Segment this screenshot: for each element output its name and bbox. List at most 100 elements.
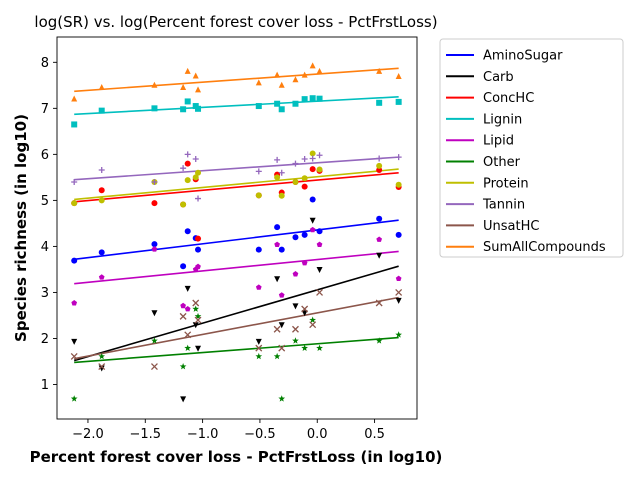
- series-tannin: [71, 151, 402, 202]
- data-point: [395, 98, 402, 105]
- data-point: [301, 310, 308, 317]
- series-other: [70, 305, 402, 402]
- data-point: [316, 152, 323, 159]
- data-point: [278, 395, 286, 402]
- data-point: [376, 167, 383, 174]
- data-point: [192, 305, 200, 312]
- data-point: [273, 352, 281, 360]
- data-point: [98, 352, 106, 360]
- data-point: [192, 299, 200, 307]
- data-point: [98, 187, 105, 194]
- plot-area: [56, 36, 418, 420]
- data-point: [274, 241, 280, 247]
- data-point: [255, 246, 262, 253]
- data-point: [180, 84, 187, 91]
- data-point: [292, 160, 299, 167]
- data-point: [395, 154, 402, 161]
- data-point: [301, 259, 308, 266]
- data-point: [98, 249, 105, 256]
- data-point: [71, 257, 78, 264]
- series-aminosugar: [71, 196, 402, 270]
- data-point: [255, 338, 262, 345]
- data-point: [151, 246, 158, 252]
- data-point: [184, 160, 191, 167]
- y-axis: 1 2 3 4 5 6 7 8: [41, 56, 57, 393]
- fit-line-sumallcompounds: [74, 67, 399, 93]
- data-point: [309, 95, 316, 102]
- data-point: [151, 310, 158, 317]
- data-point: [309, 316, 316, 323]
- data-point: [395, 288, 403, 296]
- fit-line-lignin: [74, 96, 399, 116]
- data-point: [194, 312, 202, 320]
- data-point: [278, 322, 285, 329]
- data-point: [151, 200, 158, 207]
- legend-label: Tannin: [482, 198, 525, 213]
- data-point: [184, 98, 191, 105]
- fit-line-aminosugar: [74, 219, 399, 261]
- data-point: [98, 274, 105, 280]
- y-tick-label: 2: [41, 332, 49, 347]
- data-point: [70, 352, 78, 360]
- data-point: [376, 252, 383, 259]
- data-point: [274, 156, 281, 163]
- series-carb: [71, 217, 402, 403]
- x-axis-title: Percent forest cover loss - PctFrstLoss …: [30, 448, 443, 466]
- data-point: [71, 178, 78, 185]
- data-point: [292, 271, 299, 277]
- data-point: [309, 196, 316, 203]
- data-point: [395, 331, 402, 338]
- legend-label: Other: [483, 155, 521, 170]
- legend-label: UnsatHC: [483, 219, 539, 234]
- data-point: [309, 226, 316, 233]
- data-point: [292, 303, 299, 310]
- legend-label: Lignin: [483, 112, 522, 127]
- data-point: [71, 95, 78, 102]
- data-point: [150, 363, 158, 370]
- data-point: [395, 231, 402, 238]
- data-point: [180, 396, 187, 403]
- data-point: [301, 175, 308, 182]
- data-point: [278, 292, 285, 298]
- x-tick-label: −0.5: [244, 427, 276, 442]
- data-point: [316, 95, 323, 102]
- series-unsathc: [70, 288, 403, 370]
- data-point: [273, 325, 281, 333]
- data-point: [180, 165, 187, 172]
- data-point: [292, 234, 299, 241]
- data-point: [375, 337, 383, 344]
- data-point: [395, 297, 402, 304]
- data-point: [184, 331, 192, 339]
- data-point: [301, 305, 309, 313]
- data-point: [151, 81, 158, 88]
- data-point: [195, 235, 202, 242]
- data-point: [376, 99, 383, 106]
- data-point: [195, 169, 202, 176]
- fit-line-protein: [74, 168, 399, 201]
- series-lipid: [71, 226, 402, 312]
- data-point: [184, 228, 191, 235]
- y-tick-label: 3: [41, 286, 49, 301]
- data-point: [316, 166, 323, 173]
- data-point: [184, 285, 191, 292]
- data-point: [292, 100, 299, 107]
- x-axis: −2.0 −1.5 −1.0 −0.5 0.0 0.5: [72, 419, 385, 442]
- plot-frame: [56, 36, 418, 420]
- data-point: [71, 300, 78, 306]
- data-point: [255, 284, 262, 290]
- data-point: [316, 241, 323, 247]
- data-point: [278, 344, 286, 352]
- data-point: [376, 67, 383, 74]
- chart-title: log(SR) vs. log(Percent forest cover los…: [34, 13, 437, 31]
- data-point: [195, 105, 202, 112]
- data-point: [192, 155, 199, 162]
- legend-label: Protein: [483, 176, 529, 191]
- legend-frame: [439, 38, 624, 258]
- data-point: [292, 178, 299, 185]
- data-point: [274, 174, 281, 181]
- series-protein: [71, 150, 402, 208]
- data-point: [98, 167, 105, 174]
- data-point: [179, 312, 187, 320]
- data-point: [274, 71, 281, 78]
